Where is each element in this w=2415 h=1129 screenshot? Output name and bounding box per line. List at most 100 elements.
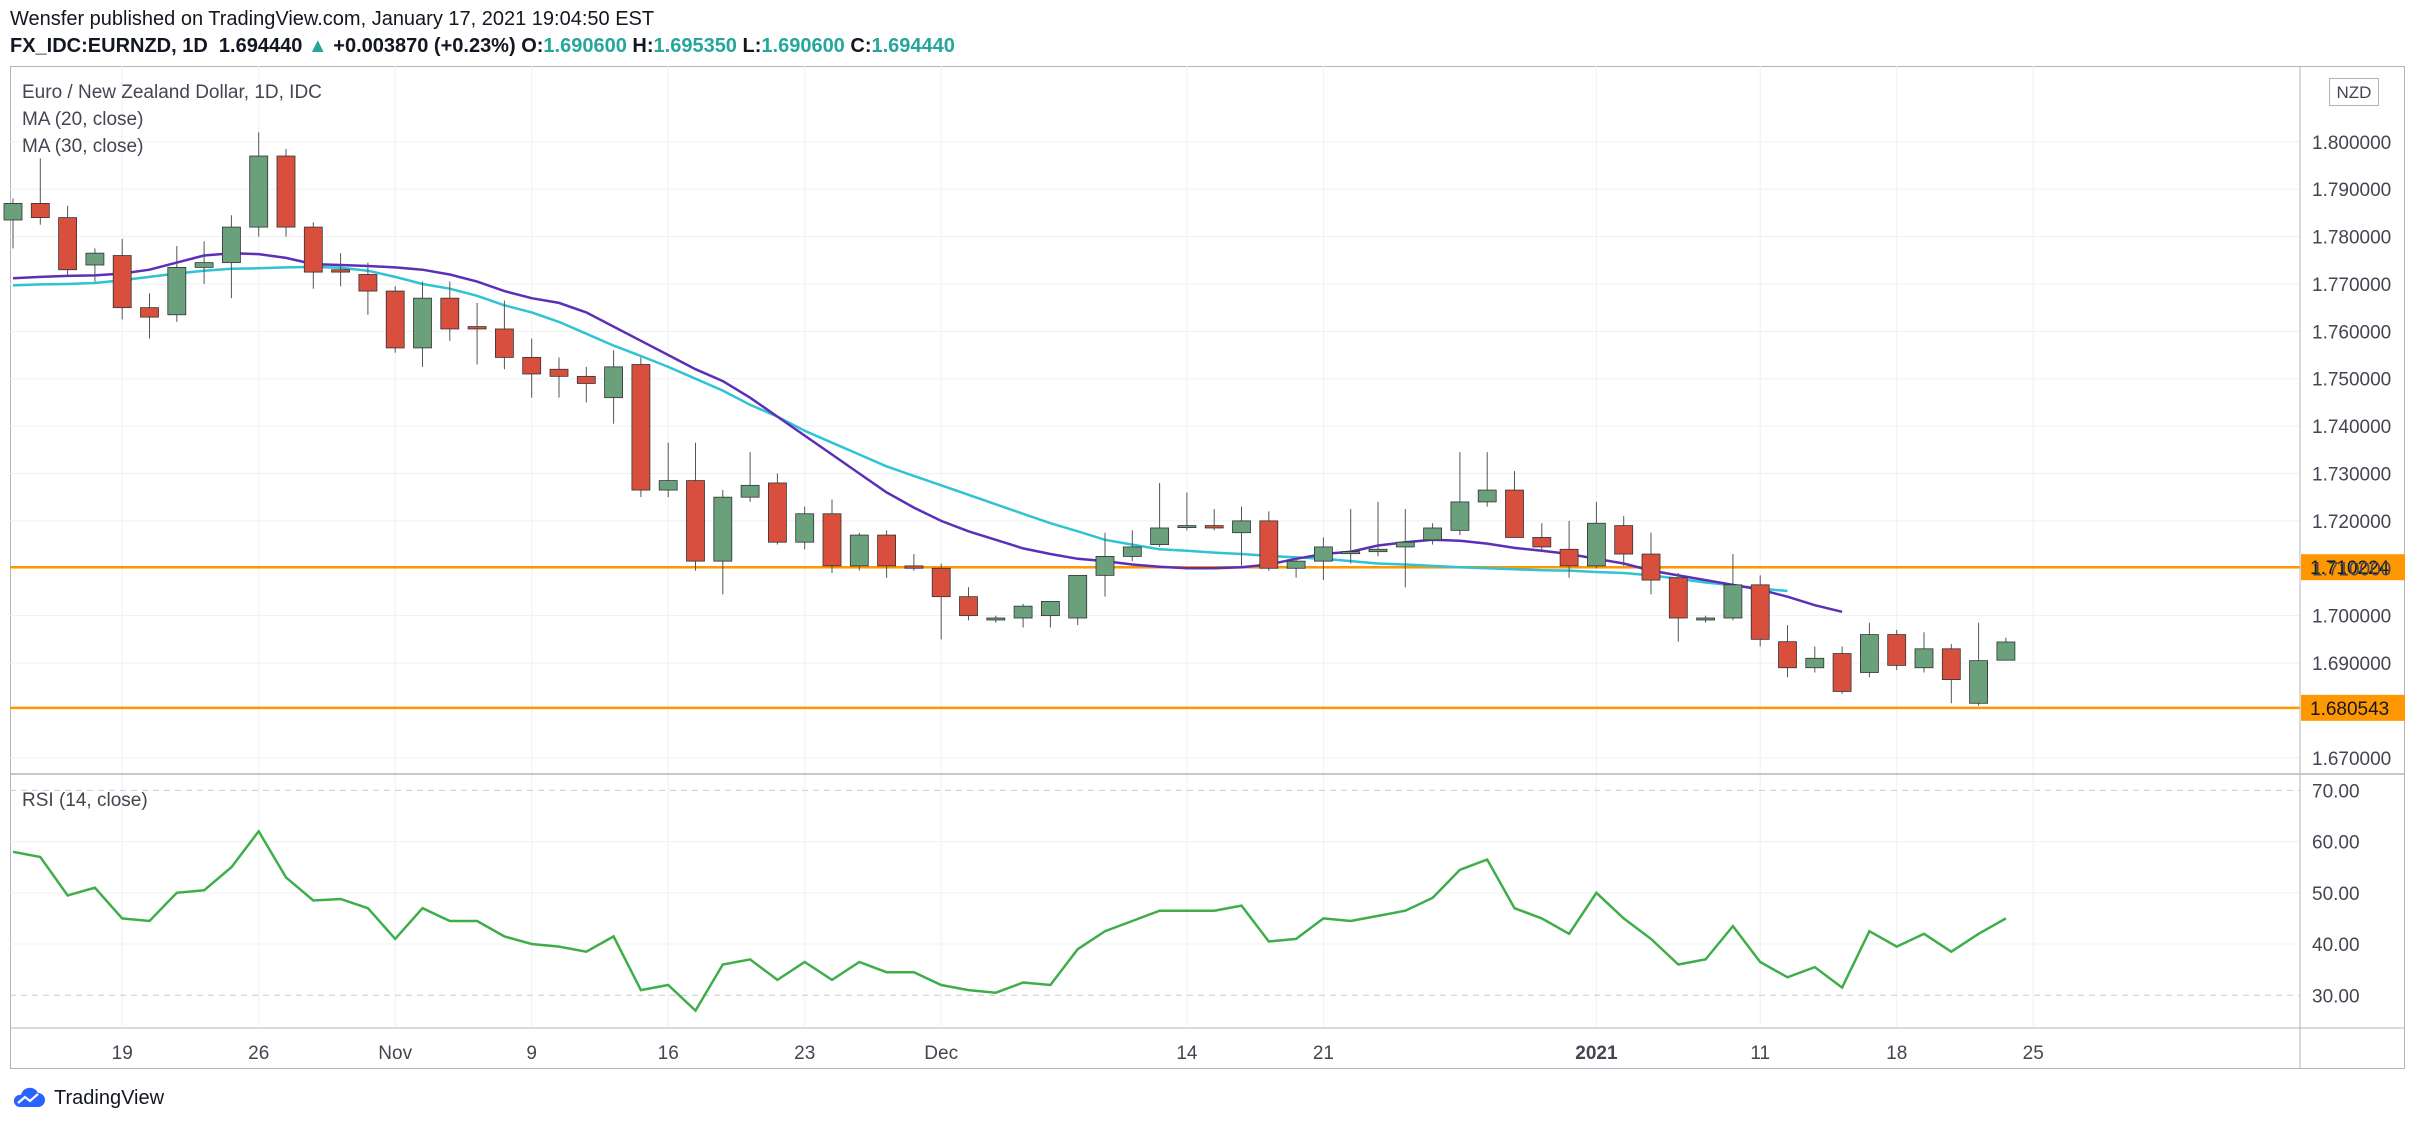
candle-body [385, 290, 405, 349]
rsi-tick-label-2: 50.00 [2312, 884, 2360, 905]
price-tick-label-4: 1.760000 [2312, 322, 2391, 343]
level-price-label-0: 1.710224 [2310, 558, 2390, 579]
price-change: +0.003870 (+0.23%) [333, 35, 516, 57]
candle-body [331, 269, 351, 273]
candle-body [1477, 489, 1497, 503]
candles [3, 132, 2016, 706]
candle-body [249, 155, 269, 228]
price-tick-label-5: 1.750000 [2312, 370, 2391, 391]
candle-body [576, 375, 596, 384]
candle-body [1996, 641, 2016, 661]
rsi-tick-label-4: 30.00 [2312, 986, 2360, 1007]
candle-body [904, 565, 924, 569]
candle-body [358, 274, 378, 292]
candle-body [1641, 553, 1661, 581]
candle-body [276, 155, 296, 228]
price-tick-label-3: 1.770000 [2312, 275, 2391, 296]
candle-body [440, 297, 460, 330]
date-tick-label-10: 2021 [1575, 1043, 1618, 1064]
price-tick-label-12: 1.670000 [2312, 749, 2391, 770]
candle-body [1068, 574, 1088, 619]
price-tick-label-1: 1.790000 [2312, 180, 2391, 201]
ma30-line [12, 265, 1788, 593]
horizontal-levels[interactable]: 1.710224 1.680543 [10, 554, 2405, 721]
candle-body [1914, 648, 1934, 669]
close-label: C: [850, 35, 872, 57]
low-label: L: [742, 35, 762, 57]
date-tick-label-7: Dec [924, 1043, 958, 1064]
candle-body [877, 534, 896, 567]
candle-body [1532, 537, 1552, 548]
candle-body [1805, 657, 1825, 669]
ma20-legend: MA (20, close) [22, 109, 144, 130]
candle-body [140, 307, 159, 318]
price-tick-label-0: 1.800000 [2312, 133, 2391, 154]
candle-body [740, 484, 760, 498]
candle-body [522, 357, 542, 375]
price-tick-label-6: 1.740000 [2312, 417, 2391, 438]
candle-body [986, 617, 1006, 621]
rsi-legend: RSI (14, close) [22, 790, 148, 811]
symbol-label: FX_IDC:EURNZD, 1D [10, 35, 208, 57]
low-value: 1.690600 [761, 35, 845, 57]
date-tick-label-1: 19 [112, 1043, 133, 1064]
candle-body [413, 297, 432, 349]
level-price-label-1: 1.680543 [2310, 699, 2389, 720]
publish-info: Wensfer published on TradingView.com, Ja… [10, 8, 655, 30]
candle-body [1368, 548, 1388, 553]
candle-body [1122, 546, 1142, 557]
candle-body [58, 217, 77, 271]
candle-body [768, 482, 787, 543]
candle-body [1941, 648, 1961, 681]
candle-body [167, 266, 187, 316]
candle-body [494, 328, 514, 358]
high-value: 1.695350 [653, 35, 737, 57]
candle-body [85, 252, 105, 266]
price-tick-label-8: 1.720000 [2312, 512, 2391, 533]
candle-body [1778, 641, 1797, 669]
candle-body [1559, 548, 1579, 567]
candle-body [1150, 527, 1169, 545]
level-price-tag-1 [2301, 694, 2405, 721]
rsi-tick-label-3: 40.00 [2312, 935, 2360, 956]
rsi-tick-label-1: 60.00 [2312, 833, 2360, 854]
candle-body [795, 513, 815, 543]
candle-body [1395, 541, 1415, 548]
candle-body [1860, 634, 1879, 673]
date-tick-label-3: Nov [378, 1043, 412, 1064]
candle-body [604, 366, 623, 399]
rsi-pane: 70.00 60.00 50.00 40.00 30.00 [10, 781, 2360, 1013]
rsi-line [12, 829, 2007, 1013]
high-label: H: [632, 35, 654, 57]
date-tick-label-12: 18 [1886, 1043, 1907, 1064]
last-price: 1.694440 [218, 35, 303, 57]
brand[interactable]: TradingView [10, 1086, 164, 1110]
candle-body [631, 364, 651, 491]
candle-body [30, 203, 50, 219]
price-tick-label-11: 1.690000 [2312, 654, 2391, 675]
currency-badge[interactable]: NZD [2329, 78, 2379, 106]
chart-title-legend: Euro / New Zealand Dollar, 1D, IDC [22, 82, 322, 103]
price-tick-label-2: 1.780000 [2312, 228, 2391, 249]
candle-body [1750, 584, 1770, 640]
date-tick-label-13: 25 [2023, 1043, 2044, 1064]
candle-body [713, 496, 733, 562]
candle-body [1587, 522, 1606, 567]
candle-body [849, 534, 869, 567]
open-value: 1.690600 [543, 35, 627, 57]
candle-body [1013, 605, 1033, 619]
close-value: 1.694440 [871, 35, 955, 57]
ma30-legend: MA (30, close) [22, 136, 144, 157]
level-price-tag-0 [2301, 554, 2405, 581]
candle-body [1341, 551, 1361, 555]
candle-body [112, 255, 132, 309]
date-tick-label-11: 11 [1750, 1043, 1770, 1064]
date-tick-label-5: 16 [658, 1043, 679, 1064]
candle-body [959, 596, 978, 617]
candle-body [1095, 556, 1115, 576]
date-tick-label-6: 23 [794, 1043, 815, 1064]
candle-body [822, 513, 842, 567]
candle-body [931, 567, 951, 598]
candle-body [467, 326, 487, 330]
